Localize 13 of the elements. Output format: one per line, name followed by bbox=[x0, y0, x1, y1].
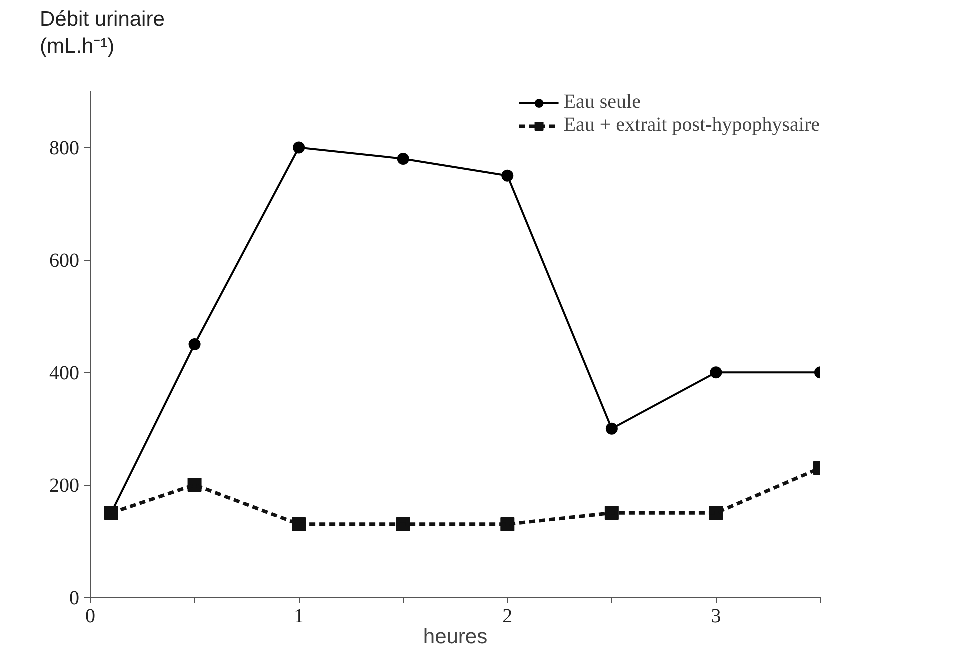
x-tick-label: 1 bbox=[294, 606, 304, 628]
y-tick-label: 200 bbox=[50, 475, 80, 498]
legend-label: Eau seule bbox=[564, 91, 641, 114]
x-tick-label: 0 bbox=[86, 606, 96, 628]
y-tick-label: 0 bbox=[70, 588, 80, 610]
y-tick-label: 400 bbox=[50, 362, 80, 385]
y-tick-label: 800 bbox=[50, 138, 80, 160]
legend-label: Eau + extrait post-hypophysaire bbox=[564, 114, 820, 137]
y-axis-title: Débit urinaire (mL.h⁻¹) bbox=[40, 7, 165, 60]
x-tick-label: 3 bbox=[711, 606, 722, 628]
x-tick-label: 2 bbox=[502, 606, 513, 628]
y-tick-label: 600 bbox=[50, 250, 80, 272]
x-axis-title: heures bbox=[423, 626, 488, 648]
